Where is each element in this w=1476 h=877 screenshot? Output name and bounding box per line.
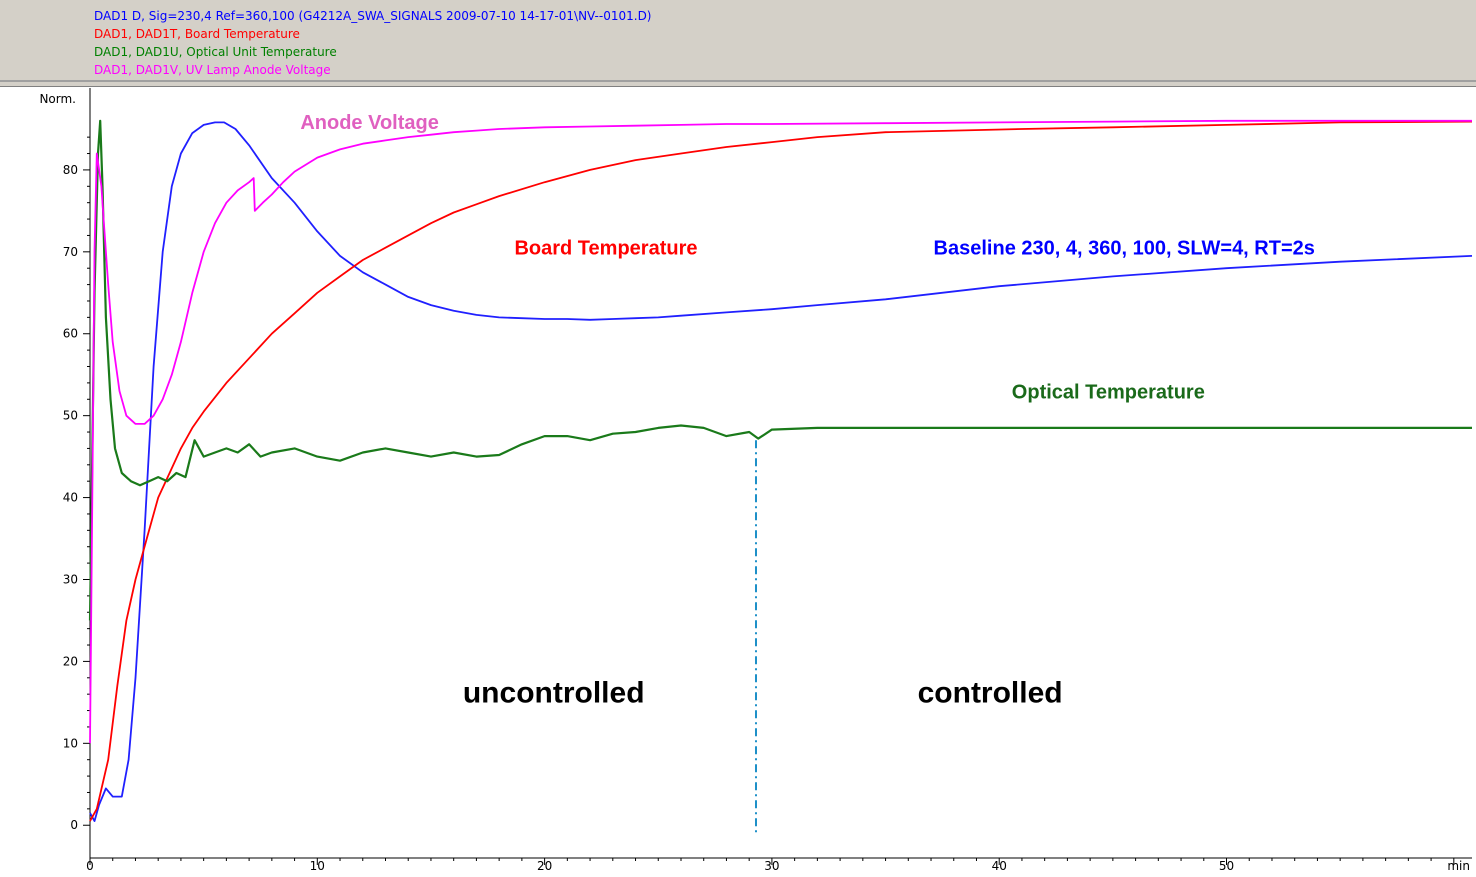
y-tick-label: 60 xyxy=(63,327,78,341)
baseline-label: Baseline 230, 4, 360, 100, SLW=4, RT=2s xyxy=(934,237,1315,259)
y-tick-label: 20 xyxy=(63,654,78,668)
board-temperature-series-line xyxy=(89,120,1473,822)
board-temperature-label: Board Temperature xyxy=(514,237,697,259)
x-tick-label: 50 xyxy=(1219,859,1234,873)
y-tick-label: 50 xyxy=(63,409,78,423)
x-tick-label: 0 xyxy=(86,859,94,873)
x-tick-label: 20 xyxy=(537,859,552,873)
anode-voltage-label: Anode Voltage xyxy=(300,112,439,134)
y-tick-label: 40 xyxy=(63,491,78,505)
x-axis-label: min xyxy=(1447,859,1470,873)
legend-entry-board-temperature: DAD1, DAD1T, Board Temperature xyxy=(94,27,300,41)
x-tick-label: 10 xyxy=(310,859,325,873)
legend-entry-optical-unit-temperature: DAD1, DAD1U, Optical Unit Temperature xyxy=(94,45,337,59)
y-tick-label: 80 xyxy=(63,163,78,177)
legend-entry-baseline-signal: DAD1 D, Sig=230,4 Ref=360,100 (G4212A_SW… xyxy=(94,9,652,23)
signal-legend-panel: DAD1 D, Sig=230,4 Ref=360,100 (G4212A_SW… xyxy=(0,0,1476,82)
baseline-series-line xyxy=(89,121,1473,822)
chart-frame xyxy=(0,86,1476,877)
uncontrolled-label: uncontrolled xyxy=(463,676,645,709)
y-tick-label: 10 xyxy=(63,736,78,750)
series-layer xyxy=(88,119,1473,834)
optical-temperature-label: Optical Temperature xyxy=(1012,381,1205,403)
y-tick-label: 70 xyxy=(63,245,78,259)
chart-axes: 0 10 20 30 40 50 60 70 80 Norm. 0 10 20 30 40 50 min xyxy=(39,88,1472,873)
y-tick-label: 0 xyxy=(70,818,78,832)
legend-entry-uv-lamp-anode-voltage: DAD1, DAD1V, UV Lamp Anode Voltage xyxy=(94,63,331,77)
optical-temperature-series-line xyxy=(88,119,1472,621)
x-tick-label: 30 xyxy=(764,859,779,873)
y-axis-label: Norm. xyxy=(39,92,76,106)
controlled-label: controlled xyxy=(918,676,1063,709)
x-tick-label: 40 xyxy=(992,859,1007,873)
annotation-layer: Anode Voltage Board Temperature Baseline 2… xyxy=(300,112,1315,709)
anode-voltage-series-line xyxy=(89,119,1472,744)
y-tick-label: 30 xyxy=(63,572,78,586)
